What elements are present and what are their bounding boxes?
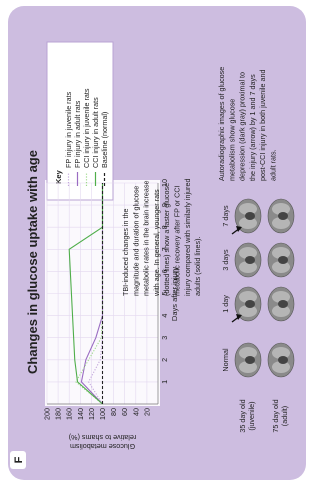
brain-detail [245, 300, 255, 308]
column-label: 7 days [221, 205, 230, 227]
brain-detail [245, 256, 255, 264]
legend-label: CCI injury in juvenile rats [82, 88, 91, 168]
description-line: magnitude and duration of glucose [131, 186, 140, 296]
figure: F Changes in glucose uptake with age Day… [0, 0, 311, 486]
brain-detail [245, 212, 255, 220]
y-axis-label: relative to shams (%) [69, 433, 137, 442]
column-label: Normal [221, 348, 230, 372]
description-line: metabolic rates in the brain increase [142, 181, 151, 296]
description-line: TBI-induced changes in the [121, 208, 130, 296]
y-tick-label: 120 [87, 408, 96, 420]
x-tick-label: 4 [160, 314, 169, 318]
y-tick-label: 160 [65, 408, 74, 420]
y-tick-label: 40 [131, 408, 140, 416]
chart-title: Changes in glucose uptake with age [25, 150, 40, 374]
description-line: (dotted lines) show a faster glucose [162, 183, 171, 296]
y-tick-label: 140 [76, 408, 85, 420]
x-tick-label: 1 [160, 380, 169, 384]
y-tick-label: 180 [54, 408, 63, 420]
x-tick-label: 3 [160, 336, 169, 340]
y-tick-label: 20 [142, 408, 151, 416]
legend-label: FP injury in adult rats [73, 100, 82, 168]
y-tick-label: 60 [120, 408, 129, 416]
page: F Changes in glucose uptake with age Day… [0, 0, 311, 486]
y-tick-label: 80 [109, 408, 118, 416]
autoradiography-text-line: adult rats. [269, 149, 278, 181]
x-tick-label: 2 [160, 358, 169, 362]
autoradiography-text-line: Autoradiographic images of glucose [217, 67, 226, 181]
y-tick-label: 200 [43, 408, 52, 420]
row-label: (adult) [280, 406, 289, 426]
brain-detail [278, 300, 288, 308]
legend-label: Baseline (normal) [100, 112, 109, 168]
description-line: with age. In general, younger rats [152, 189, 161, 297]
panel-label: F [13, 456, 25, 463]
column-label: 3 days [221, 249, 230, 271]
autoradiography-text-line: post-CCI injury in both juvenile and [258, 70, 267, 181]
description-line: metabolic recovery after FP or CCI [173, 185, 182, 296]
y-axis-label: Glucose metabolism [70, 442, 135, 451]
autoradiography-text-line: metabolism show glucose [227, 99, 236, 181]
autoradiography-text-line: depression (dark gray) proximal to [238, 72, 247, 181]
description-line: adults (solid lines). [193, 236, 202, 296]
legend-label: FP injury in juvenile rats [64, 91, 73, 168]
brain-detail [278, 356, 288, 364]
rotated-panel: F Changes in glucose uptake with age Day… [8, 6, 306, 480]
y-tick-label: 100 [98, 408, 107, 420]
row-label: (juvenile) [247, 401, 256, 430]
row-label: 75 day old [271, 399, 280, 432]
column-label: 1 day [221, 295, 230, 313]
description-line: injury compared with similarly injured [183, 179, 192, 296]
row-label: 35 day old [238, 399, 247, 432]
brain-detail [245, 356, 255, 364]
key-title: Key [54, 169, 63, 184]
autoradiography-text-line: the injury (arrow) by 1 and 7 days [248, 74, 257, 181]
brain-detail [278, 212, 288, 220]
brain-detail [278, 256, 288, 264]
legend-label: CCI injury in adult rats [91, 97, 100, 168]
